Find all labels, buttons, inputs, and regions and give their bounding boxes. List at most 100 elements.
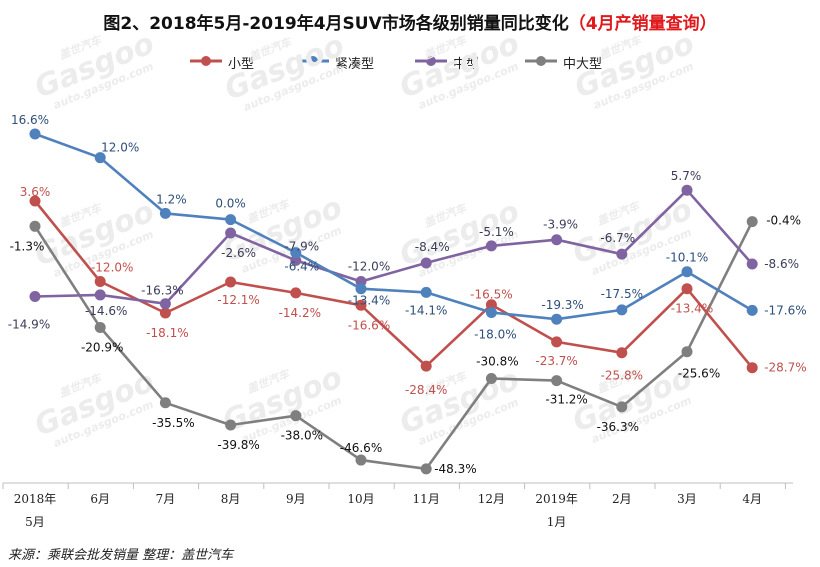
legend-label-small: 小型 (228, 57, 255, 72)
data-point-s3-9 (616, 401, 628, 413)
data-point-s2-3 (225, 227, 237, 239)
legend-marker-compact (297, 56, 329, 66)
data-point-s2-2 (159, 298, 171, 310)
data-label-s3-5: -46.6% (340, 441, 382, 455)
x-tick-label: 2019年 (535, 492, 578, 506)
data-label-s1-7: -18.0% (474, 327, 516, 341)
data-label-s3-3: -39.8% (217, 438, 259, 452)
data-point-s1-5 (355, 283, 367, 295)
x-tick-label: 8月 (221, 492, 241, 506)
x-tick-label: 7月 (156, 492, 176, 506)
data-label-s2-9: -6.7% (600, 231, 635, 245)
data-point-s3-10 (681, 346, 693, 358)
data-label-s0-6: -28.4% (405, 383, 447, 397)
data-point-s0-10 (681, 283, 693, 295)
data-label-s2-5: -12.0% (348, 260, 390, 274)
data-point-s3-7 (485, 373, 497, 385)
data-label-s3-6: -48.3% (434, 462, 476, 476)
legend-label-compact: 紧凑型 (335, 57, 375, 72)
series-points (29, 128, 758, 475)
data-label-s1-8: -19.3% (541, 298, 583, 312)
data-label-s0-1: -12.0% (91, 261, 133, 275)
data-label-s0-4: -14.2% (279, 306, 321, 320)
data-point-s0-4 (290, 287, 302, 299)
data-label-s3-8: -31.2% (545, 393, 587, 407)
legend-marker-midsize (415, 56, 447, 66)
data-point-s2-9 (616, 248, 628, 260)
chart-legend: 小型 紧凑型 中型 中大型 (0, 52, 820, 72)
data-point-s1-4 (290, 247, 302, 259)
series-lines (33, 132, 754, 471)
data-point-s2-4 (290, 254, 302, 266)
data-label-s1-4: -6.4% (284, 260, 319, 274)
series-line-3 (33, 221, 754, 471)
data-point-s0-2 (159, 307, 171, 319)
data-label-s1-6: -14.1% (405, 303, 447, 317)
data-point-s3-3 (225, 419, 237, 431)
data-point-s1-10 (681, 266, 693, 278)
data-label-s0-2: -18.1% (146, 326, 188, 340)
data-point-s2-8 (551, 234, 563, 246)
data-label-s2-10: 5.7% (671, 169, 702, 183)
data-point-s2-6 (420, 257, 432, 269)
data-label-s1-11: -17.6% (764, 303, 806, 317)
data-label-s2-8: -3.9% (543, 218, 578, 232)
data-point-s1-9 (616, 304, 628, 316)
data-label-s0-9: -25.8% (601, 369, 643, 383)
data-point-s2-1 (94, 289, 106, 301)
data-label-s0-7: -16.5% (470, 288, 512, 302)
legend-label-midsize: 中型 (453, 57, 480, 72)
data-label-s0-8: -23.7% (535, 354, 577, 368)
data-point-s1-1 (94, 152, 106, 164)
x-tick-label: 5月 (25, 515, 45, 529)
data-point-s2-0 (29, 290, 41, 302)
data-label-s2-1: -14.6% (85, 304, 127, 318)
data-point-s1-8 (551, 313, 563, 325)
data-point-s3-5 (355, 454, 367, 466)
data-label-s3-0: -1.3% (10, 239, 45, 253)
legend-marker-small (190, 56, 222, 66)
x-tick-label: 2018年 (14, 492, 57, 506)
data-point-s2-7 (485, 240, 497, 252)
x-tick-label: 4月 (742, 492, 762, 506)
x-tick-label: 12月 (478, 492, 505, 506)
data-label-s0-3: -12.1% (217, 293, 259, 307)
data-label-s1-5: -13.4% (348, 294, 390, 308)
data-point-s0-7 (485, 299, 497, 311)
data-label-s2-3: -2.6% (221, 246, 256, 260)
data-label-s1-2: 1.2% (156, 192, 187, 206)
data-label-s0-5: -16.6% (348, 318, 390, 332)
data-point-s3-0 (29, 220, 41, 232)
data-label-s0-0: 3.6% (20, 185, 51, 199)
data-labels: 3.6% -12.0% -18.1% -12.1% -14.2% -16.6% -28.4%… (8, 113, 807, 476)
data-label-s3-2: -35.5% (152, 416, 194, 430)
data-label-s3-4: -38.0% (281, 429, 323, 443)
data-label-s1-1: 12.0% (101, 141, 139, 155)
data-label-s0-10: -13.4% (671, 302, 713, 316)
data-point-s3-4 (290, 410, 302, 422)
data-point-s1-6 (420, 286, 432, 298)
data-point-s0-8 (551, 336, 563, 348)
data-point-s0-6 (420, 360, 432, 372)
data-point-s1-0 (29, 128, 41, 140)
chart-title-highlight: （4月产销量查询） (568, 14, 717, 34)
x-tick-label: 2月 (612, 492, 632, 506)
data-label-s3-10: -25.6% (678, 367, 720, 381)
chart-title-main: 图2、2018年5月-2019年4月SUV市场各级别销量同比变化 (103, 14, 569, 34)
chart-title: 图2、2018年5月-2019年4月SUV市场各级别销量同比变化（4月产销量查询… (0, 9, 820, 34)
x-tick-label: 11月 (413, 492, 440, 506)
data-label-s2-2: -16.3% (141, 284, 183, 298)
x-axis: 2018年 5月 6月 7月 8月 9月 10月 11月 12月 2019年 1月 2月 3月 4月 (2, 482, 793, 529)
data-point-s3-2 (159, 397, 171, 409)
data-point-s3-8 (551, 375, 563, 387)
data-point-s3-11 (746, 216, 758, 228)
legend-label-large: 中大型 (563, 57, 603, 72)
data-point-s1-2 (159, 207, 171, 219)
data-label-s3-9: -36.3% (597, 420, 639, 434)
data-point-s1-7 (485, 306, 497, 318)
series-line-0 (33, 200, 754, 369)
